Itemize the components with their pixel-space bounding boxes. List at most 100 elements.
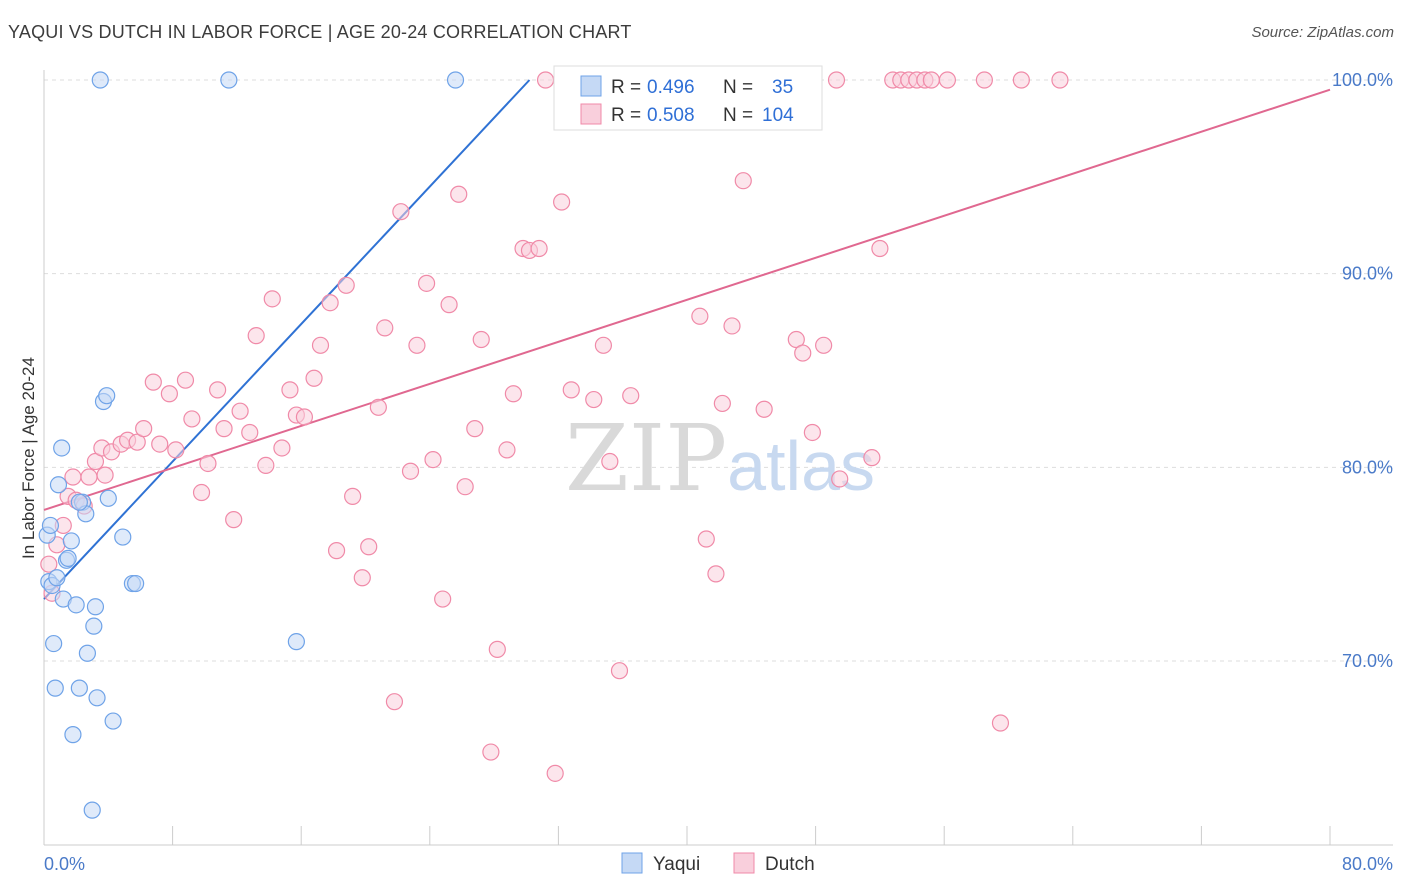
dutch-point — [257, 456, 275, 475]
stats-yaqui-r-label: R = — [611, 77, 641, 98]
dutch-point — [466, 420, 484, 438]
stats-dutch-n-value: 104 — [762, 105, 794, 126]
dutch-point — [353, 569, 371, 587]
stats-yaqui-r-value: 0.496 — [647, 77, 695, 98]
dutch-point — [815, 336, 833, 354]
yaqui-point — [46, 679, 64, 697]
dutch-point — [385, 693, 404, 711]
dutch-point — [360, 538, 378, 556]
dutch-point — [594, 336, 613, 354]
source-credit: Source: ZipAtlas.com — [1251, 24, 1394, 41]
stats-dutch-r-value: 0.508 — [647, 105, 695, 126]
watermark-zip: ZIP — [565, 405, 727, 512]
yaqui-point — [64, 726, 82, 744]
dutch-point — [734, 172, 752, 190]
dutch-point — [408, 336, 426, 354]
yaqui-point — [83, 801, 101, 819]
yaqui-point — [59, 549, 77, 567]
watermark: ZIPatlas — [565, 405, 875, 512]
dutch-point — [585, 390, 603, 409]
dutch-point — [337, 276, 355, 294]
yaqui-point — [45, 634, 63, 653]
dutch-point — [713, 394, 731, 413]
dutch-point — [871, 239, 889, 258]
dutch-trend-line — [43, 88, 1331, 511]
dutch-point — [305, 369, 323, 387]
yaqui-point — [104, 712, 122, 730]
y-tick-label: 100.0% — [1332, 70, 1393, 90]
dutch-point — [707, 565, 725, 583]
dutch-point — [96, 466, 114, 484]
dutch-point — [975, 71, 993, 89]
dutch-point — [691, 307, 709, 325]
dutch-point — [273, 439, 291, 457]
stats-dutch-swatch — [580, 103, 602, 125]
dutch-point — [176, 371, 195, 389]
dutch-point — [392, 203, 410, 221]
yaqui-point — [48, 569, 66, 587]
yaqui-point — [86, 598, 105, 616]
dutch-point — [151, 435, 169, 453]
dutch-point — [369, 398, 387, 416]
dutch-point — [488, 640, 506, 658]
dutch-point — [344, 487, 362, 505]
legend-dutch-label: Dutch — [765, 854, 815, 875]
dutch-point — [199, 454, 217, 473]
legend-yaqui-swatch — [621, 852, 643, 874]
yaqui-point — [98, 387, 116, 405]
dutch-point — [183, 410, 201, 428]
dutch-point — [622, 387, 640, 405]
dutch-point — [482, 743, 500, 761]
dutch-point — [863, 449, 881, 467]
dutch-point — [723, 317, 741, 335]
dutch-point — [192, 483, 211, 502]
dutch-point — [697, 530, 715, 548]
yaqui-point — [70, 679, 88, 697]
yaqui-point — [287, 633, 305, 651]
dutch-point — [160, 385, 178, 403]
dutch-point — [562, 381, 580, 399]
trend-lines — [43, 79, 1331, 600]
yaqui-points — [38, 71, 465, 819]
x-tick-label-max: 80.0% — [1342, 854, 1393, 874]
dutch-point — [472, 330, 490, 349]
dutch-point — [247, 327, 265, 345]
yaqui-point — [220, 71, 238, 89]
dutch-point — [456, 478, 474, 496]
stats-yaqui-swatch — [580, 75, 602, 97]
dutch-point — [991, 714, 1010, 732]
yaqui-point — [91, 71, 109, 89]
dutch-point — [553, 193, 571, 211]
dutch-point — [794, 344, 812, 362]
dutch-point — [922, 71, 940, 89]
chart-title: YAQUI VS DUTCH IN LABOR FORCE | AGE 20-2… — [8, 22, 632, 42]
stats-dutch-r-label: R = — [611, 105, 641, 126]
dutch-point — [295, 408, 314, 426]
dutch-point — [327, 542, 346, 560]
dutch-point — [601, 452, 619, 471]
yaqui-point — [67, 596, 85, 614]
stats-dutch-n-label: N = — [723, 105, 753, 126]
dutch-point — [610, 662, 629, 680]
dutch-point — [401, 462, 420, 480]
yaqui-point — [49, 476, 68, 494]
yaqui-point — [114, 528, 132, 546]
dutch-point — [434, 590, 452, 608]
dutch-point — [536, 71, 555, 89]
dutch-point — [376, 319, 394, 337]
dutch-point — [64, 468, 82, 486]
dutch-point — [311, 336, 330, 354]
dutch-point — [135, 420, 153, 438]
yaqui-point — [53, 439, 71, 457]
yaqui-point — [62, 532, 80, 550]
dutch-point — [281, 381, 299, 399]
stats-yaqui-n-value: 35 — [772, 77, 793, 98]
yaqui-trend-line — [43, 79, 531, 600]
dutch-point — [417, 274, 436, 292]
dutch-point — [831, 470, 849, 488]
dutch-point — [321, 294, 339, 312]
legend-yaqui-label: Yaqui — [653, 854, 700, 875]
yaqui-point — [78, 644, 97, 662]
yaqui-point — [41, 516, 60, 535]
